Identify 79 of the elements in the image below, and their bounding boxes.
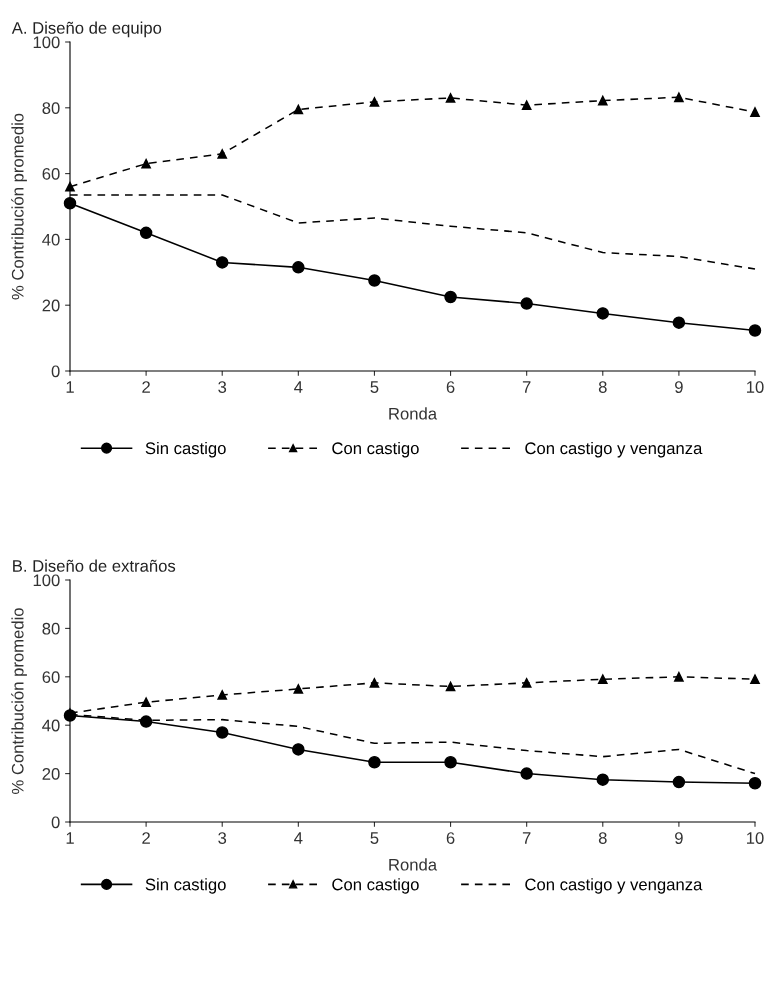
legend-label: Con castigo y venganza: [525, 878, 703, 894]
legend-label: Con castigo y venganza: [525, 441, 703, 458]
y-tick-label: 60: [42, 168, 60, 180]
y-tick-label: 80: [42, 102, 60, 114]
y-axis-title: % Contribución promedio: [11, 608, 27, 794]
x-tick-label: 3: [218, 381, 227, 393]
y-tick-label: 100: [33, 574, 60, 587]
point: [520, 297, 533, 310]
point: [139, 226, 153, 240]
point: [217, 148, 228, 159]
x-tick-label: 2: [142, 381, 150, 393]
x-tick-label: 1: [66, 832, 74, 844]
y-tick-label: 80: [42, 622, 60, 635]
y-tick-label: 0: [51, 365, 60, 378]
point: [292, 743, 305, 756]
point: [369, 677, 380, 688]
x-tick-label: 9: [675, 832, 683, 844]
point: [215, 726, 229, 739]
y-tick-label: 40: [42, 233, 60, 246]
y-tick-label: 0: [51, 816, 60, 829]
point: [445, 93, 456, 103]
x-tick-label: 4: [294, 381, 303, 393]
x-tick-label: 6: [446, 381, 455, 393]
x-tick-label: 8: [598, 381, 607, 393]
x-axis-title: Ronda: [389, 407, 438, 420]
x-tick-label: 6: [446, 832, 455, 844]
legend-label: Sin castigo: [145, 441, 226, 458]
point: [445, 681, 456, 692]
point: [750, 674, 760, 685]
y-tick-label: 100: [33, 36, 60, 49]
x-tick-label: 7: [522, 381, 531, 393]
point: [521, 100, 532, 111]
legend-label: Con castigo: [332, 441, 419, 458]
point: [368, 755, 381, 769]
point: [672, 775, 686, 789]
point: [597, 674, 608, 685]
x-axis-title: Ronda: [389, 858, 438, 871]
y-tick-label: 20: [42, 768, 60, 780]
x-tick-label: 5: [370, 832, 379, 844]
x-tick-label: 7: [522, 832, 531, 844]
point: [217, 690, 228, 700]
x-tick-label: 2: [142, 832, 150, 844]
point: [672, 316, 686, 329]
point: [292, 261, 305, 274]
legend-label: Con castigo: [332, 878, 419, 894]
point: [520, 767, 533, 780]
y-tick-label: 40: [42, 719, 60, 732]
point: [596, 773, 610, 786]
point: [748, 324, 762, 337]
chart-title: B. Diseño de extraños: [13, 559, 176, 572]
point: [674, 671, 684, 682]
y-tick-label: 60: [42, 671, 60, 683]
x-tick-label: 9: [675, 381, 683, 393]
point: [368, 274, 381, 287]
point: [444, 290, 457, 304]
point: [748, 777, 762, 790]
x-tick-label: 4: [294, 832, 303, 844]
x-tick-label: 10: [747, 381, 764, 393]
point: [521, 677, 532, 688]
x-tick-label: 10: [747, 832, 764, 844]
point: [141, 697, 151, 708]
point: [141, 158, 151, 169]
point: [369, 97, 380, 107]
point: [596, 307, 610, 320]
point: [215, 256, 229, 269]
y-axis-title: % Contribución promedio: [11, 113, 27, 300]
point: [444, 755, 457, 769]
point: [750, 107, 760, 117]
y-tick-label: 20: [42, 299, 60, 312]
point: [139, 715, 153, 728]
x-tick-label: 8: [598, 832, 607, 844]
point: [674, 92, 684, 103]
legend-label: Sin castigo: [145, 878, 226, 894]
x-tick-label: 5: [370, 381, 379, 393]
point: [293, 684, 304, 694]
point: [597, 95, 608, 106]
x-tick-label: 3: [218, 832, 227, 844]
point: [293, 104, 304, 115]
x-tick-label: 1: [66, 381, 74, 393]
